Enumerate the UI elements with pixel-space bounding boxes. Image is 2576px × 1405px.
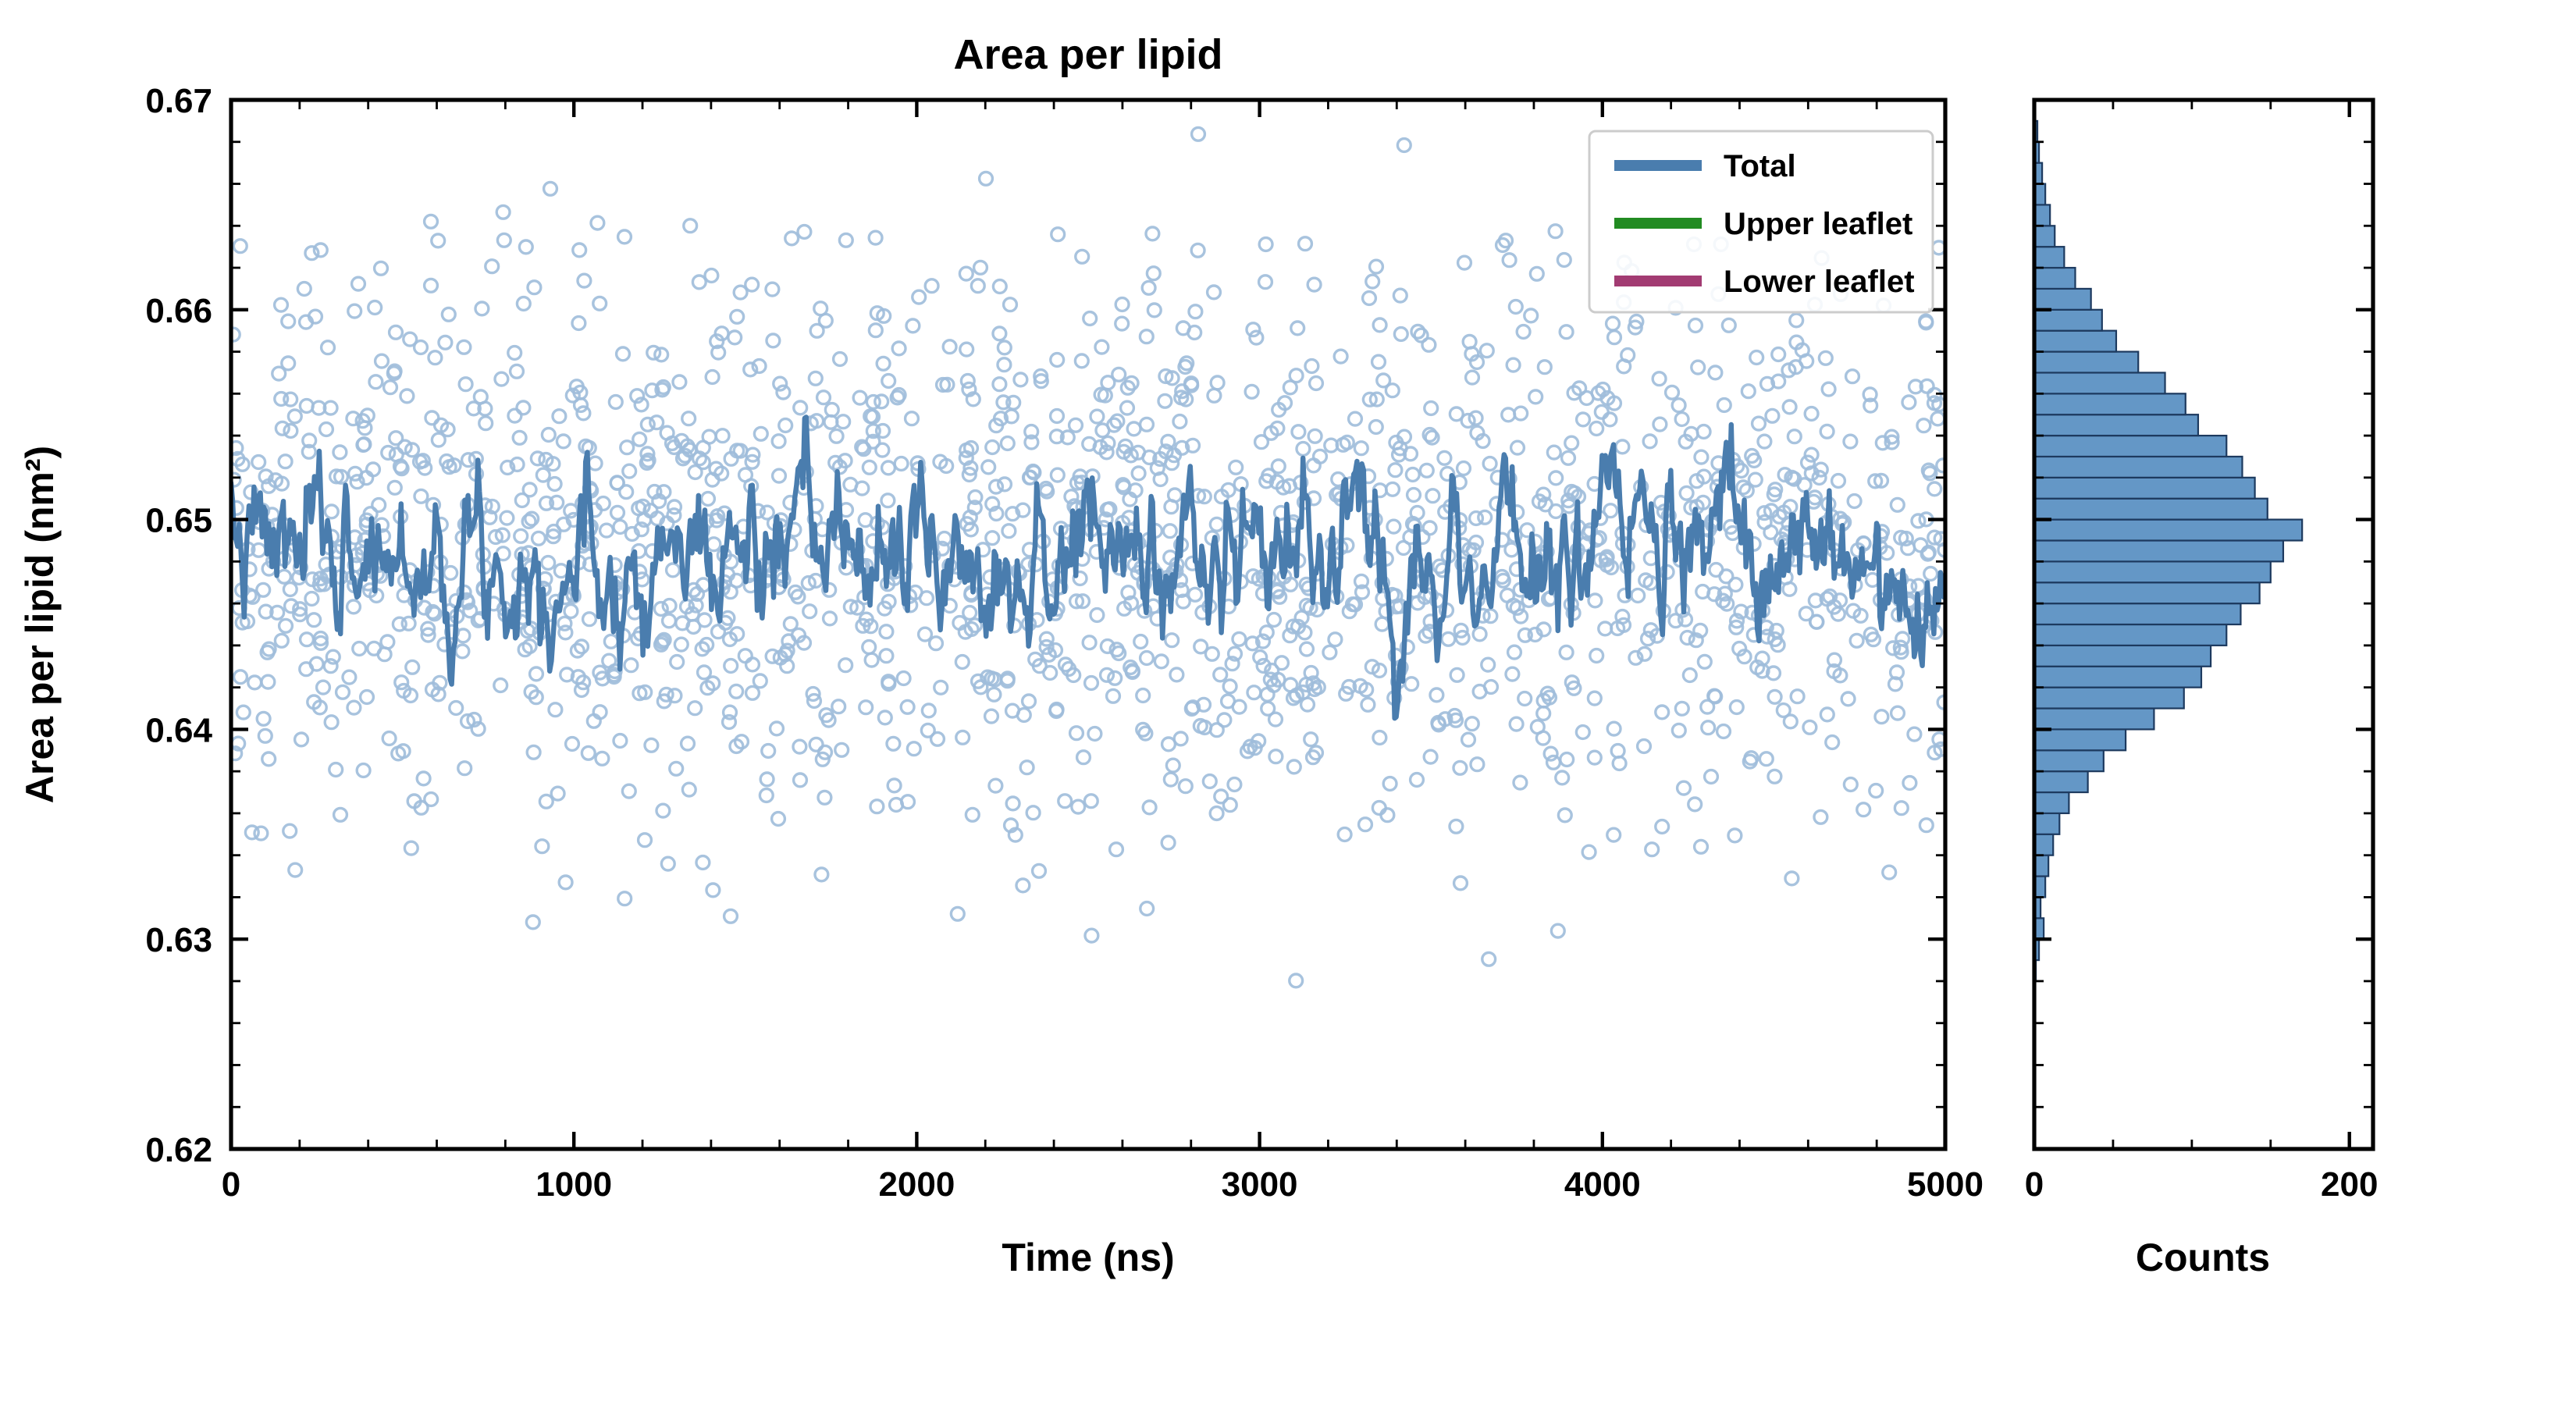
- y-axis-label: Area per lipid (nm²): [18, 446, 62, 803]
- histogram-bars: [2034, 119, 2304, 983]
- legend-box: [1588, 130, 1934, 314]
- axes-spines: [229, 98, 2375, 1151]
- counts-axis-label: Counts: [2136, 1236, 2270, 1279]
- plot-area: 0 1000 2000 3000 4000 50000.620.630.640.650.6…: [145, 82, 2378, 1204]
- total-average-line: [231, 414, 1945, 721]
- y-tick-label: 0.67: [145, 82, 212, 120]
- legend-label-2: Lower leaflet: [1724, 265, 1915, 299]
- counts-tick-label: 200: [2321, 1165, 2378, 1204]
- x-tick-label: 4000: [1564, 1165, 1641, 1204]
- y-tick-label: 0.65: [145, 502, 212, 540]
- y-tick-label: 0.66: [145, 292, 212, 330]
- legend-label-0: Total: [1724, 149, 1796, 183]
- counts-tick-label: 0: [2025, 1165, 2044, 1204]
- legend-label-1: Upper leaflet: [1724, 207, 1912, 241]
- x-tick-label: 1000: [535, 1165, 612, 1204]
- y-tick-label: 0.62: [145, 1131, 212, 1169]
- legend: Total Upper leaflet Lower leaflet: [1588, 130, 1934, 314]
- x-tick-label: 5000: [1907, 1165, 1984, 1204]
- chart-title: Area per lipid: [953, 31, 1222, 78]
- tick-labels: 0 1000 2000 3000 4000 50000.620.630.640.650.6…: [145, 82, 2378, 1204]
- x-tick-label: 2000: [878, 1165, 955, 1204]
- y-tick-label: 0.64: [145, 711, 212, 749]
- x-tick-label: 0: [222, 1165, 240, 1204]
- y-tick-label: 0.63: [145, 921, 212, 959]
- x-tick-label: 3000: [1222, 1165, 1298, 1204]
- x-axis-label: Time (ns): [1002, 1236, 1174, 1279]
